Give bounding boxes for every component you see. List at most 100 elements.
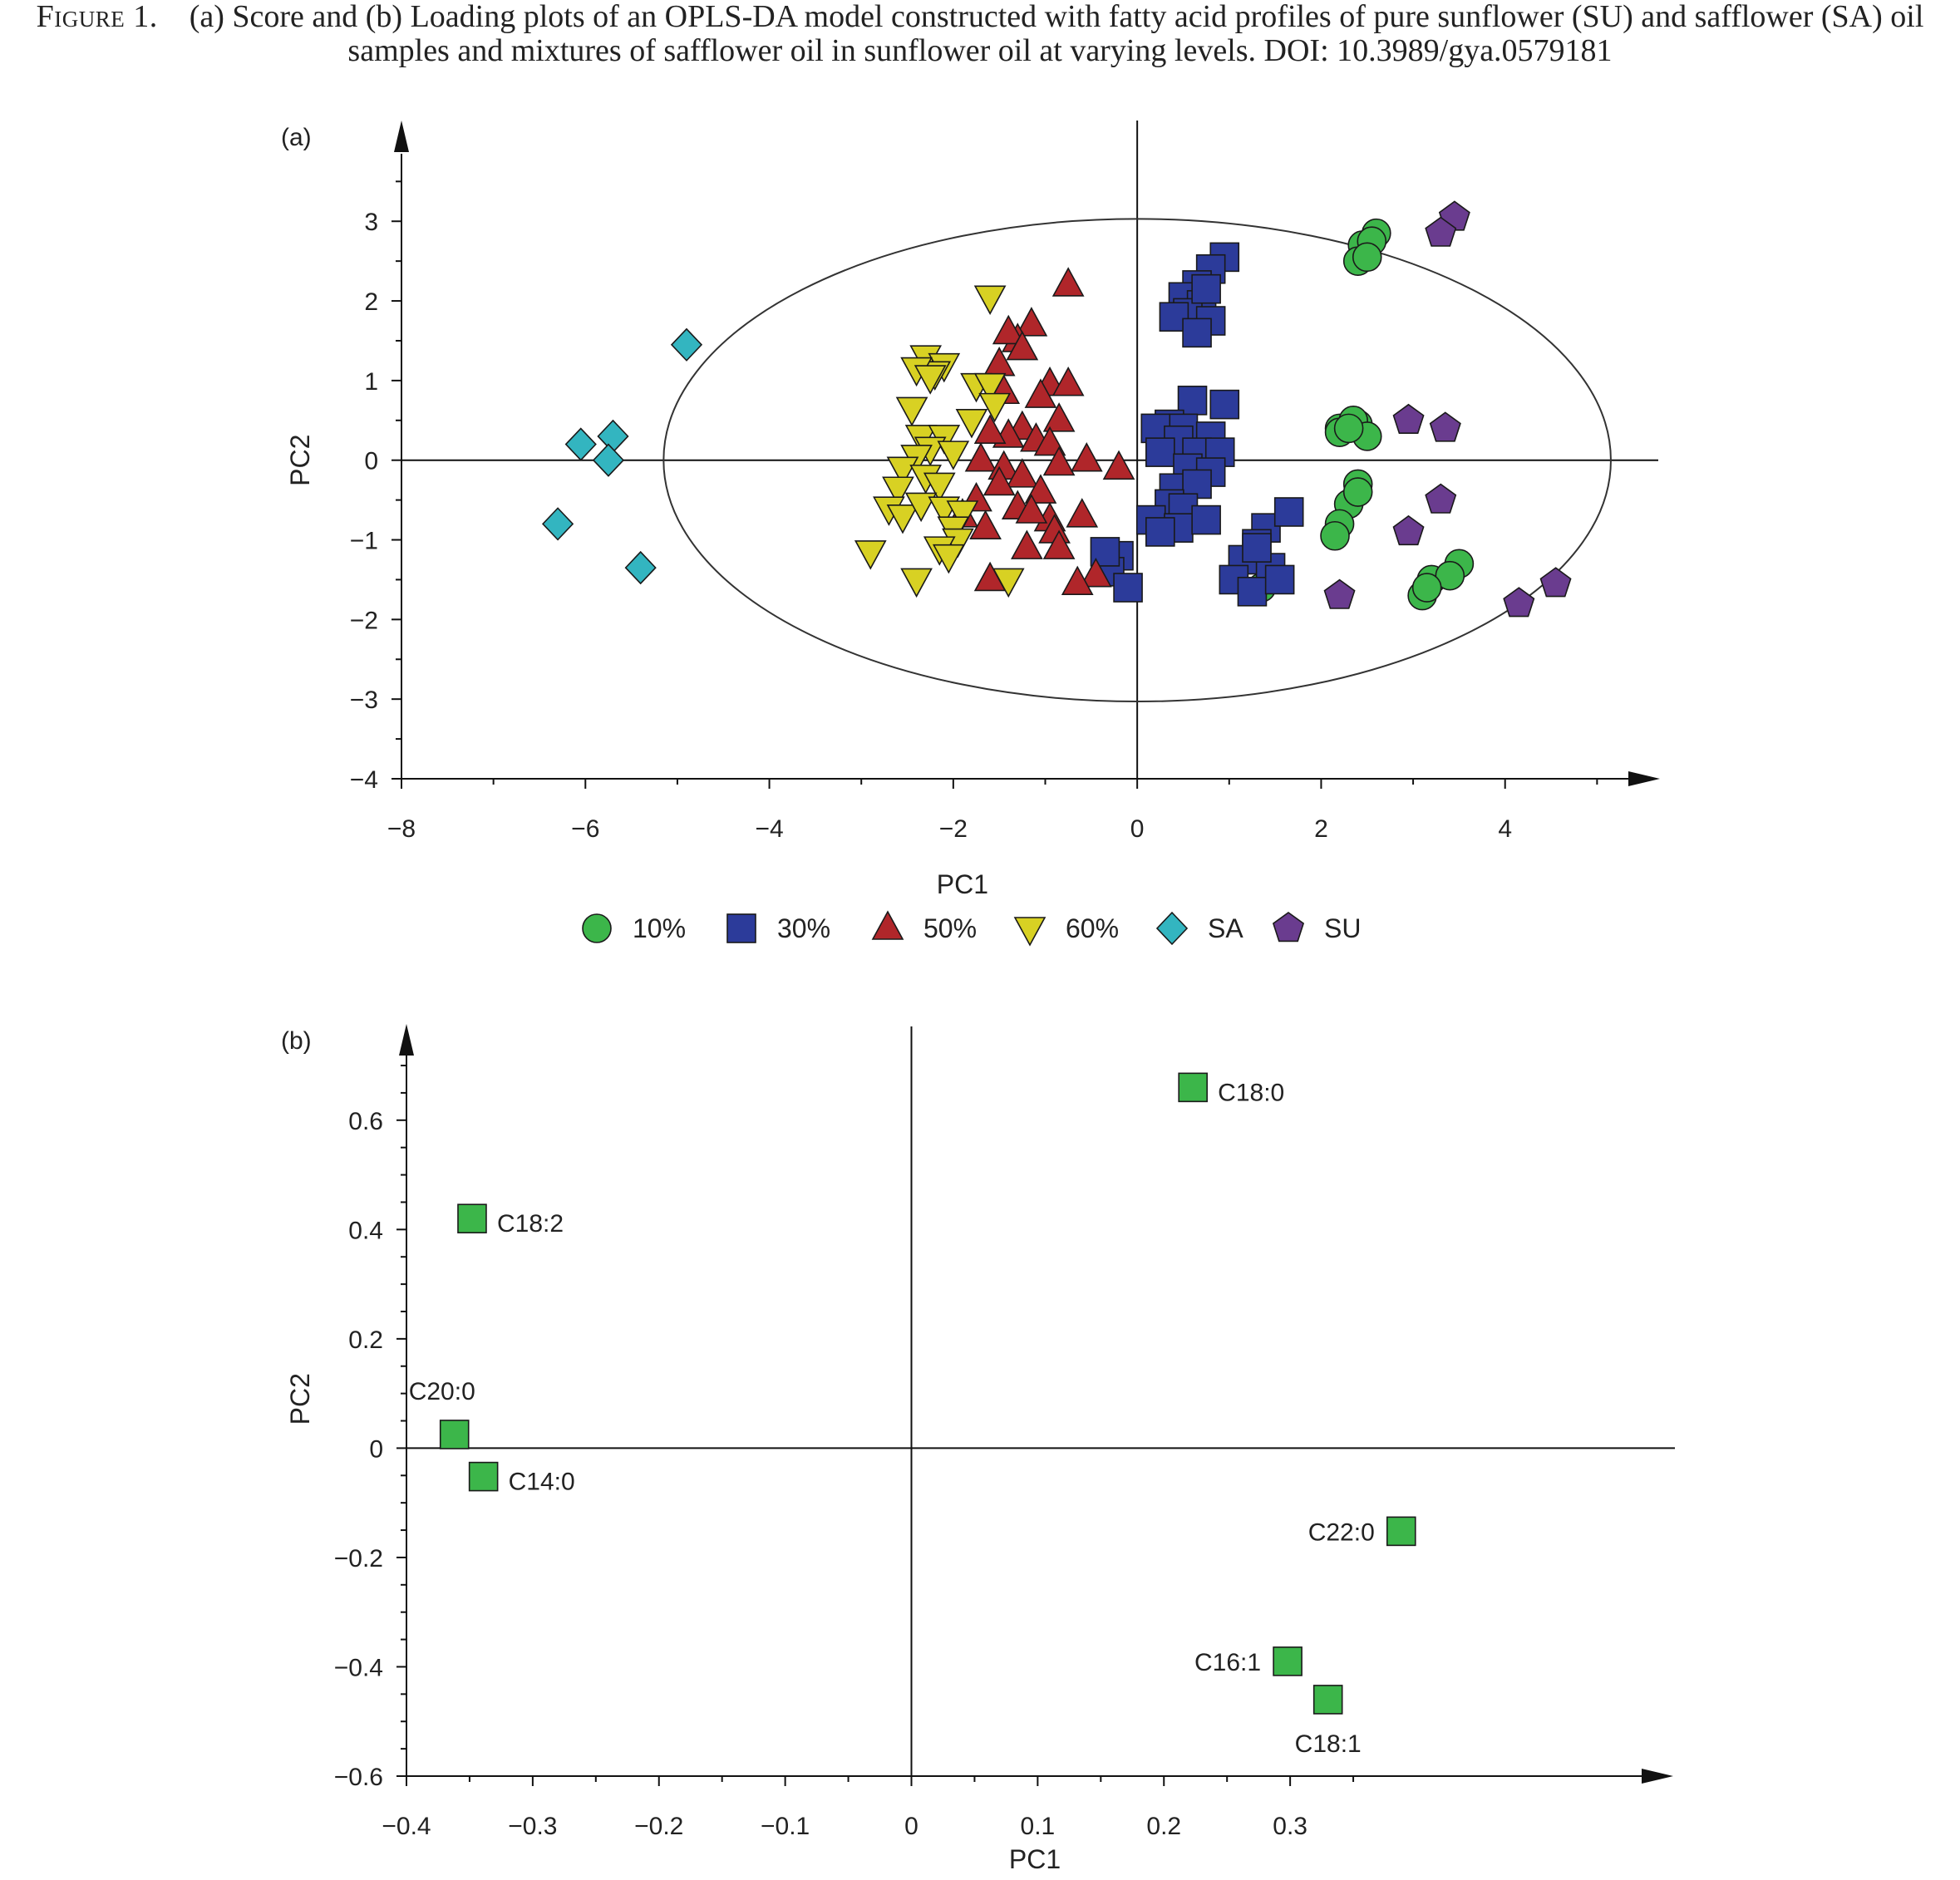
loading-label: C14:0 xyxy=(509,1469,575,1496)
loading-marker xyxy=(439,1420,470,1449)
data-point xyxy=(964,442,997,472)
x-tick-label: −0.1 xyxy=(761,1813,810,1840)
data-point xyxy=(1429,411,1461,442)
y-axis-arrow xyxy=(399,1024,414,1056)
data-point xyxy=(973,372,1007,403)
data-point xyxy=(854,540,887,570)
x-axis-arrow xyxy=(1642,1769,1673,1784)
data-point xyxy=(1209,389,1240,420)
x-tick-label: −2 xyxy=(939,815,968,843)
legend: 10% 30% 50% 60% SA SU xyxy=(582,910,1361,947)
legend-item: SU xyxy=(1272,912,1361,943)
x-tick-label: −8 xyxy=(387,815,416,843)
legend-label: 10% xyxy=(633,913,686,943)
data-point xyxy=(592,443,625,477)
y-tick-label: 3 xyxy=(364,209,378,236)
data-point xyxy=(541,507,574,541)
y-tick-label: −1 xyxy=(350,528,378,555)
legend-item: 50% xyxy=(871,910,977,943)
legend-label: SA xyxy=(1208,913,1243,943)
data-point xyxy=(946,500,979,530)
x-tick-label: 0.2 xyxy=(1146,1813,1181,1840)
data-point xyxy=(1145,517,1175,547)
legend-item: SA xyxy=(1155,911,1243,946)
loading-c14-0: C14:0 xyxy=(468,1461,575,1496)
y-axis-arrow xyxy=(394,121,409,152)
x-tick-label: 0.3 xyxy=(1273,1813,1307,1840)
series-su xyxy=(1323,200,1572,618)
x-axis-title: PC1 xyxy=(1009,1844,1061,1874)
data-point xyxy=(1051,367,1085,396)
data-point xyxy=(624,550,657,585)
data-point xyxy=(992,568,1025,598)
loading-c16-1: C16:1 xyxy=(1194,1646,1303,1676)
data-point xyxy=(882,476,914,506)
y-tick-label: 1 xyxy=(364,368,378,396)
y-tick-label: −0.2 xyxy=(334,1545,383,1572)
data-point xyxy=(1051,267,1085,297)
data-point xyxy=(1015,494,1048,524)
x-tick-label: −6 xyxy=(571,815,599,843)
data-point xyxy=(564,427,597,461)
data-point xyxy=(1042,445,1076,476)
loading-marker xyxy=(1273,1646,1303,1676)
x-tick-label: −0.2 xyxy=(634,1813,683,1840)
data-point xyxy=(1080,557,1112,588)
loading-label: C18:2 xyxy=(497,1210,564,1238)
legend-marker xyxy=(582,913,612,943)
data-point xyxy=(1006,458,1039,488)
data-point xyxy=(900,568,933,598)
legend-marker xyxy=(1155,911,1189,946)
data-point xyxy=(1145,437,1175,467)
y-tick-label: −0.6 xyxy=(334,1764,383,1791)
data-point xyxy=(886,504,919,534)
data-point xyxy=(1042,529,1076,559)
legend-label: 60% xyxy=(1066,913,1119,943)
legend-item: 10% xyxy=(582,913,686,943)
x-tick-label: 0 xyxy=(1130,815,1145,843)
legend-marker xyxy=(1272,912,1305,942)
loading-marker xyxy=(1178,1072,1208,1103)
y-axis-title: PC2 xyxy=(285,1373,315,1425)
series-10pct xyxy=(1246,218,1475,611)
loading-c20-0: C20:0 xyxy=(409,1378,475,1449)
loading-label: C20:0 xyxy=(409,1378,475,1405)
x-tick-label: −0.4 xyxy=(382,1813,431,1840)
data-point xyxy=(973,285,1007,315)
loading-c18-0: C18:0 xyxy=(1178,1072,1284,1106)
data-point xyxy=(978,392,1011,423)
loading-marker xyxy=(468,1461,499,1492)
panel-label-b: (b) xyxy=(281,1027,312,1055)
data-point xyxy=(914,365,947,395)
x-axis-title: PC1 xyxy=(937,869,988,899)
data-point xyxy=(1102,450,1135,480)
data-point xyxy=(937,440,970,470)
data-point xyxy=(895,396,928,427)
loading-label: C22:0 xyxy=(1308,1518,1375,1546)
data-point xyxy=(1042,402,1076,432)
data-point xyxy=(1191,273,1221,304)
loading-plot: (b) −0.4 −0.3 −0.2 −0.1 0 0.1 0.2 0.3 −0.6 −0.4 −0.… xyxy=(281,1024,1675,1874)
data-point xyxy=(932,544,965,574)
loading-label: C18:1 xyxy=(1295,1730,1362,1758)
data-point xyxy=(1323,578,1356,609)
data-point xyxy=(982,465,1016,496)
data-point xyxy=(1182,317,1212,348)
x-axis-arrow xyxy=(1628,771,1660,786)
data-point xyxy=(1024,378,1057,408)
loading-c18-1: C18:1 xyxy=(1295,1685,1362,1758)
legend-marker xyxy=(1013,917,1046,947)
score-plot: (a) −8 −6 −4 −2 0 2 4 −4 −3 −2 −1 0 1 2 3 PC1 PC2 10% 30% 50… xyxy=(281,121,1660,947)
loading-marker xyxy=(1312,1685,1343,1715)
data-point xyxy=(1066,498,1099,528)
legend-marker xyxy=(726,913,756,943)
data-point xyxy=(1342,477,1373,507)
loading-marker xyxy=(1386,1516,1416,1547)
data-point xyxy=(1503,587,1535,618)
x-tick-label: 0.1 xyxy=(1021,1813,1056,1840)
data-point xyxy=(904,492,938,523)
data-point xyxy=(1392,403,1425,435)
legend-label: 30% xyxy=(777,913,830,943)
y-tick-label: 2 xyxy=(364,288,378,316)
